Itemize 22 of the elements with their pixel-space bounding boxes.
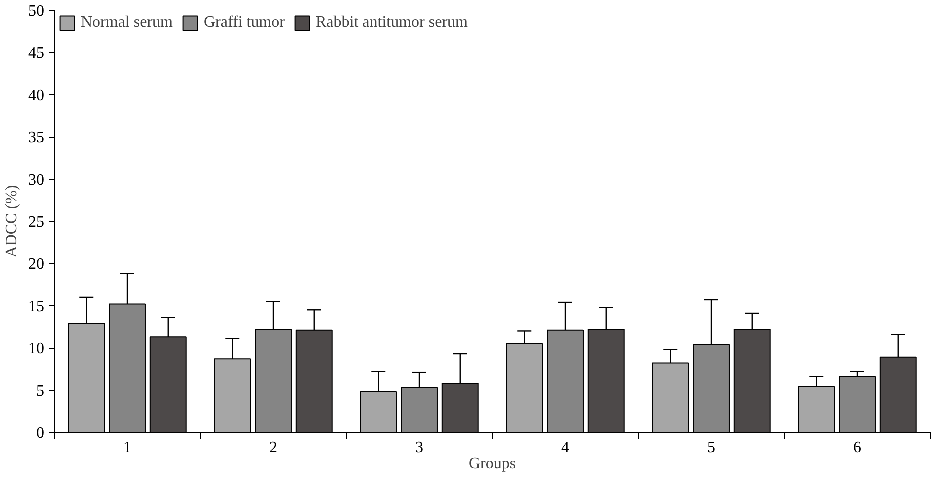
y-tick-label: 15 (28, 298, 44, 316)
x-tick-label: 5 (708, 440, 716, 456)
y-tick-label: 0 (36, 425, 44, 442)
y-tick-label: 45 (28, 45, 44, 62)
y-tick-label: 40 (28, 87, 44, 104)
y-tick-label: 35 (28, 130, 44, 147)
y-tick-label: 25 (28, 214, 44, 231)
legend-label: Rabbit antitumor serum (316, 14, 468, 32)
x-tick-label: 1 (124, 440, 132, 456)
y-tick-label: 20 (28, 256, 44, 274)
legend-label: Normal serum (81, 14, 173, 32)
x-tick-label: 6 (854, 440, 862, 456)
x-axis-title: Groups (468, 456, 516, 472)
y-tick-label: 10 (28, 340, 44, 358)
legend-label: Graffi tumor (204, 14, 285, 32)
x-tick-label: 3 (416, 440, 424, 456)
y-tick-label: 5 (36, 382, 44, 400)
y-tick-label: 30 (28, 172, 44, 189)
x-tick-label: 4 (562, 440, 570, 456)
x-tick-label: 2 (270, 440, 278, 456)
y-tick-label: 50 (28, 3, 44, 20)
y-axis-title: ADCC (%) (4, 185, 20, 258)
